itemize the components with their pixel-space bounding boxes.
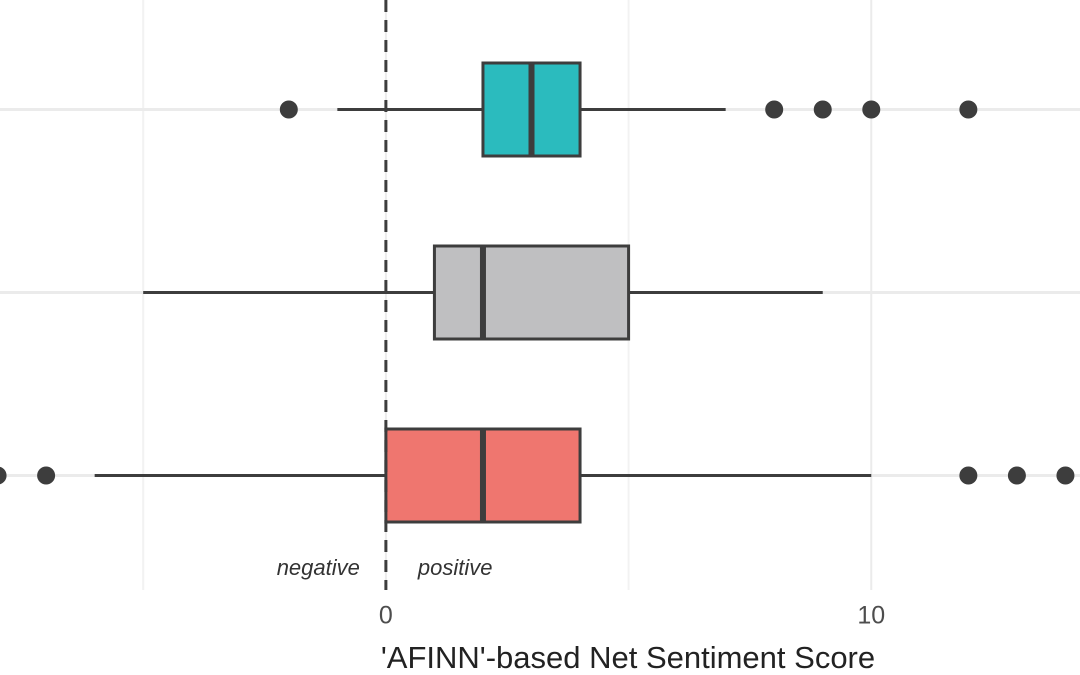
box	[432, 244, 631, 341]
outlier	[813, 100, 832, 119]
outlier	[959, 466, 978, 485]
x-tick-label: 10	[857, 602, 885, 630]
x-axis-label: 'AFINN'-based Net Sentiment Score	[381, 640, 875, 675]
outlier	[0, 466, 7, 485]
outlier	[279, 100, 298, 119]
outlier	[1007, 466, 1026, 485]
outlier	[959, 100, 978, 119]
outlier	[37, 466, 56, 485]
annotation: negative	[277, 555, 360, 580]
x-tick-label: 0	[379, 602, 393, 630]
outlier	[862, 100, 881, 119]
outlier	[765, 100, 784, 119]
annotation: positive	[417, 555, 493, 580]
outlier	[1056, 466, 1075, 485]
